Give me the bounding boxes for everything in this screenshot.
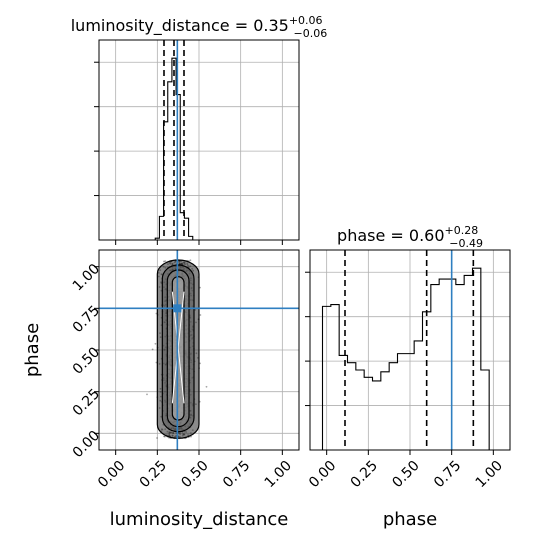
y-tick-label: 0.00 <box>70 428 103 461</box>
title-luminosity-distance: luminosity_distance = 0.35+0.06 −0.06 <box>71 14 328 40</box>
quantile-lines <box>163 40 185 240</box>
tick-marks <box>94 266 283 455</box>
x-axis-label-phase: phase <box>383 509 437 530</box>
phase-histogram <box>314 267 506 451</box>
y-tick-label: 0.50 <box>70 344 103 377</box>
sample-point <box>151 348 154 351</box>
y-tick-label: 0.75 <box>70 303 103 336</box>
x-tick-label: 0.75 <box>220 458 253 491</box>
x-tick-label: 0.50 <box>178 458 211 491</box>
sample-point <box>164 435 166 438</box>
y-tick-label: 1.00 <box>70 261 103 294</box>
y-axis-label-phase: phase <box>22 323 43 377</box>
x-tick-label: 0.25 <box>137 458 170 491</box>
luminosity-distance-histogram <box>151 57 202 241</box>
x-tick-labels: 0.00 0.25 0.50 0.75 1.00 <box>306 458 506 491</box>
sample-point <box>189 259 192 262</box>
panel-phase-hist: 0.00 0.25 0.50 0.75 1.00 phase = 0.60+0.28 −0… <box>305 224 511 530</box>
sample-point <box>146 393 148 396</box>
contour-line <box>171 291 185 404</box>
truth-marker <box>173 304 182 313</box>
quantile-lines <box>344 250 475 450</box>
x-tick-labels: 0.00 0.25 0.50 0.75 1.00 <box>95 458 295 491</box>
x-axis-label-luminosity-distance: luminosity_distance <box>110 509 289 530</box>
sample-point <box>164 260 167 262</box>
panel-2d-density: 0.00 0.25 0.50 0.75 1.00 0.000.250.500.751.0… <box>22 249 300 530</box>
panel-luminosity-distance-hist: luminosity_distance = 0.35+0.06 −0.06 <box>71 14 328 245</box>
grid-lines <box>99 40 299 240</box>
x-tick-label: 0.00 <box>306 458 339 491</box>
tick-marks <box>305 271 494 455</box>
x-tick-label: 0.75 <box>431 458 464 491</box>
density-contours <box>156 259 200 439</box>
y-tick-labels: 0.00 0.25 0.50 0.75 1.00 <box>70 261 103 461</box>
sample-point <box>163 435 165 438</box>
sample-point <box>154 342 157 345</box>
x-tick-label: 1.00 <box>262 458 295 491</box>
x-tick-label: 0.00 <box>95 458 128 491</box>
sample-point <box>156 437 158 439</box>
grid-lines <box>310 250 510 450</box>
title-phase: phase = 0.60+0.28 −0.49 <box>337 224 483 250</box>
x-tick-label: 1.00 <box>473 458 506 491</box>
x-tick-label: 0.50 <box>389 458 422 491</box>
sample-point <box>205 385 208 388</box>
tick-marks <box>94 61 283 245</box>
y-tick-label: 0.25 <box>70 386 103 419</box>
x-tick-label: 0.25 <box>348 458 381 491</box>
sample-point <box>199 314 202 316</box>
sample-point <box>163 260 165 263</box>
